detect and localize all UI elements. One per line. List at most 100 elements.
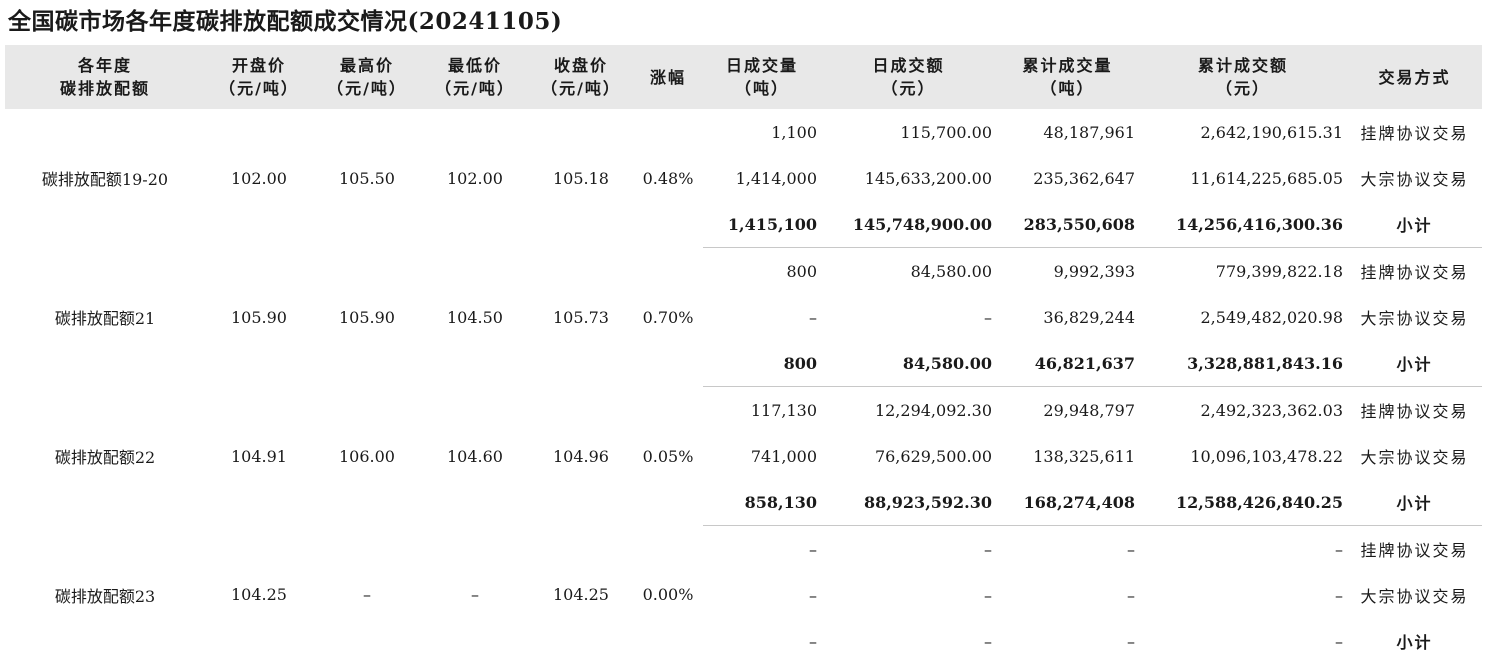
cumulative-amount: – xyxy=(1139,526,1347,573)
trade-mode: 大宗协议交易 xyxy=(1347,433,1482,479)
daily-volume: 117,130 xyxy=(703,387,821,434)
cumulative-amount: 2,492,323,362.03 xyxy=(1139,387,1347,434)
trade-mode: 挂牌协议交易 xyxy=(1347,248,1482,295)
header-cumulative-volume: 累计成交量（吨） xyxy=(996,45,1139,109)
cumulative-volume: 235,362,647 xyxy=(996,155,1139,201)
low-price: 102.00 xyxy=(421,109,529,248)
header-daily-amount: 日成交额（元） xyxy=(821,45,996,109)
low-price: 104.50 xyxy=(421,248,529,387)
close-price: 105.18 xyxy=(529,109,633,248)
high-price: 105.90 xyxy=(313,248,421,387)
cumulative-volume: 48,187,961 xyxy=(996,109,1139,155)
open-price: 102.00 xyxy=(205,109,313,248)
subtotal-cumulative-volume: 168,274,408 xyxy=(996,479,1139,526)
high-price: 105.50 xyxy=(313,109,421,248)
cumulative-amount: – xyxy=(1139,572,1347,618)
change-pct: 0.00% xyxy=(633,526,703,664)
open-price: 105.90 xyxy=(205,248,313,387)
daily-amount: – xyxy=(821,294,996,340)
trade-mode: 大宗协议交易 xyxy=(1347,294,1482,340)
daily-volume: 741,000 xyxy=(703,433,821,479)
cumulative-amount: 10,096,103,478.22 xyxy=(1139,433,1347,479)
header-low-price: 最低价（元/吨） xyxy=(421,45,529,109)
cumulative-amount: 2,549,482,020.98 xyxy=(1139,294,1347,340)
high-price: – xyxy=(313,526,421,664)
trade-mode: 挂牌协议交易 xyxy=(1347,526,1482,573)
subtotal-cumulative-amount: 3,328,881,843.16 xyxy=(1139,340,1347,387)
daily-volume: – xyxy=(703,572,821,618)
header-open-price: 开盘价（元/吨） xyxy=(205,45,313,109)
subtotal-daily-amount: 88,923,592.30 xyxy=(821,479,996,526)
daily-amount: 115,700.00 xyxy=(821,109,996,155)
daily-amount: 76,629,500.00 xyxy=(821,433,996,479)
daily-amount: – xyxy=(821,572,996,618)
subtotal-daily-volume: 800 xyxy=(703,340,821,387)
cumulative-amount: 779,399,822.18 xyxy=(1139,248,1347,295)
cumulative-amount: 11,614,225,685.05 xyxy=(1139,155,1347,201)
trade-mode: 大宗协议交易 xyxy=(1347,572,1482,618)
header-daily-volume: 日成交量（吨） xyxy=(703,45,821,109)
daily-amount: 84,580.00 xyxy=(821,248,996,295)
subtotal-cumulative-amount: 12,588,426,840.25 xyxy=(1139,479,1347,526)
page-title: 全国碳市场各年度碳排放配额成交情况(20241105) xyxy=(8,4,562,40)
subtotal-label: 小计 xyxy=(1347,340,1482,387)
change-pct: 0.05% xyxy=(633,387,703,526)
subtotal-label: 小计 xyxy=(1347,618,1482,664)
quota-name: 碳排放配额21 xyxy=(5,248,205,387)
subtotal-label: 小计 xyxy=(1347,479,1482,526)
open-price: 104.91 xyxy=(205,387,313,526)
subtotal-daily-amount: 84,580.00 xyxy=(821,340,996,387)
subtotal-daily-amount: 145,748,900.00 xyxy=(821,201,996,248)
subtotal-cumulative-amount: – xyxy=(1139,618,1347,664)
table-row: 碳排放配额21 105.90 105.90 104.50 105.73 0.70… xyxy=(5,248,1482,295)
quota-name: 碳排放配额22 xyxy=(5,387,205,526)
trade-mode: 挂牌协议交易 xyxy=(1347,387,1482,434)
subtotal-label: 小计 xyxy=(1347,201,1482,248)
daily-amount: 12,294,092.30 xyxy=(821,387,996,434)
daily-volume: – xyxy=(703,526,821,573)
daily-volume: – xyxy=(703,294,821,340)
cumulative-amount: 2,642,190,615.31 xyxy=(1139,109,1347,155)
quota-name: 碳排放配额19-20 xyxy=(5,109,205,248)
open-price: 104.25 xyxy=(205,526,313,664)
subtotal-cumulative-volume: 46,821,637 xyxy=(996,340,1139,387)
header-cumulative-amount: 累计成交额（元） xyxy=(1139,45,1347,109)
cumulative-volume: – xyxy=(996,572,1139,618)
header-high-price: 最高价（元/吨） xyxy=(313,45,421,109)
header-change: 涨幅 xyxy=(633,45,703,109)
change-pct: 0.48% xyxy=(633,109,703,248)
subtotal-daily-amount: – xyxy=(821,618,996,664)
subtotal-daily-volume: 858,130 xyxy=(703,479,821,526)
daily-volume: 1,100 xyxy=(703,109,821,155)
high-price: 106.00 xyxy=(313,387,421,526)
cumulative-volume: 9,992,393 xyxy=(996,248,1139,295)
cumulative-volume: 29,948,797 xyxy=(996,387,1139,434)
table-header-row: 各年度碳排放配额 开盘价（元/吨） 最高价（元/吨） 最低价（元/吨） 收盘价（… xyxy=(5,45,1482,109)
header-trade-mode: 交易方式 xyxy=(1347,45,1482,109)
trade-mode: 大宗协议交易 xyxy=(1347,155,1482,201)
table-row: 碳排放配额23 104.25 – – 104.25 0.00% – – – – … xyxy=(5,526,1482,573)
low-price: – xyxy=(421,526,529,664)
header-quota-year: 各年度碳排放配额 xyxy=(5,45,205,109)
daily-volume: 800 xyxy=(703,248,821,295)
daily-amount: – xyxy=(821,526,996,573)
cumulative-volume: 138,325,611 xyxy=(996,433,1139,479)
close-price: 104.96 xyxy=(529,387,633,526)
subtotal-daily-volume: – xyxy=(703,618,821,664)
daily-volume: 1,414,000 xyxy=(703,155,821,201)
close-price: 104.25 xyxy=(529,526,633,664)
header-close-price: 收盘价（元/吨） xyxy=(529,45,633,109)
subtotal-cumulative-amount: 14,256,416,300.36 xyxy=(1139,201,1347,248)
subtotal-daily-volume: 1,415,100 xyxy=(703,201,821,248)
change-pct: 0.70% xyxy=(633,248,703,387)
daily-amount: 145,633,200.00 xyxy=(821,155,996,201)
carbon-quota-table: 各年度碳排放配额 开盘价（元/吨） 最高价（元/吨） 最低价（元/吨） 收盘价（… xyxy=(5,45,1482,664)
table-row: 碳排放配额19-20 102.00 105.50 102.00 105.18 0… xyxy=(5,109,1482,155)
trade-mode: 挂牌协议交易 xyxy=(1347,109,1482,155)
quota-name: 碳排放配额23 xyxy=(5,526,205,664)
subtotal-cumulative-volume: 283,550,608 xyxy=(996,201,1139,248)
close-price: 105.73 xyxy=(529,248,633,387)
cumulative-volume: – xyxy=(996,526,1139,573)
cumulative-volume: 36,829,244 xyxy=(996,294,1139,340)
subtotal-cumulative-volume: – xyxy=(996,618,1139,664)
